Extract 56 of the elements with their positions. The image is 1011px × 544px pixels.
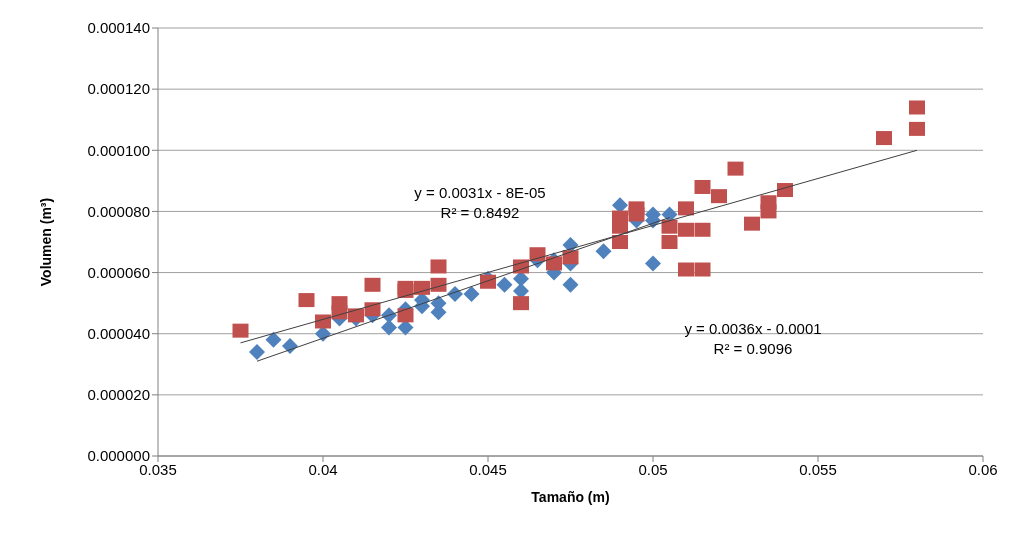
y-tick-label: 0.000080 bbox=[87, 202, 150, 220]
point bbox=[760, 204, 777, 219]
point bbox=[414, 280, 430, 295]
y-tick-label: 0.000060 bbox=[87, 263, 150, 281]
point bbox=[909, 100, 925, 115]
x-tick-label: 0.06 bbox=[968, 460, 998, 478]
point bbox=[381, 319, 397, 336]
point bbox=[876, 131, 892, 146]
point bbox=[513, 296, 529, 311]
point bbox=[546, 256, 562, 271]
point bbox=[628, 207, 645, 222]
point bbox=[463, 285, 480, 302]
point bbox=[249, 344, 265, 361]
x-tick-label: 0.04 bbox=[308, 460, 338, 478]
point bbox=[661, 219, 678, 234]
point bbox=[430, 259, 447, 274]
point bbox=[496, 276, 513, 293]
point bbox=[694, 262, 711, 277]
point bbox=[711, 189, 727, 204]
y-tick-label: 0.000120 bbox=[87, 80, 150, 98]
point bbox=[744, 216, 760, 231]
point bbox=[694, 179, 711, 194]
annotation: R² = 0.9096 bbox=[713, 340, 793, 357]
point bbox=[562, 250, 579, 265]
point bbox=[562, 276, 579, 293]
point bbox=[694, 222, 711, 237]
y-tick-label: 0.000040 bbox=[87, 325, 150, 343]
y-axis-title: Volumen (m³) bbox=[37, 197, 54, 287]
x-tick-label: 0.045 bbox=[469, 460, 507, 478]
point bbox=[364, 277, 381, 292]
y-tick-label: 0.000020 bbox=[87, 386, 150, 404]
point bbox=[727, 161, 744, 176]
point bbox=[397, 308, 414, 323]
y-tick-label: 0.000140 bbox=[87, 19, 150, 37]
point bbox=[298, 293, 315, 308]
x-tick-label: 0.05 bbox=[638, 460, 668, 478]
point bbox=[595, 243, 612, 260]
x-tick-label: 0.055 bbox=[799, 460, 837, 478]
point bbox=[645, 255, 661, 272]
point bbox=[331, 305, 348, 320]
annotation: y = 0.0031x - 8E-05 bbox=[414, 184, 546, 201]
point bbox=[678, 222, 694, 237]
point bbox=[678, 201, 694, 216]
annotation: R² = 0.8492 bbox=[440, 204, 520, 221]
point bbox=[315, 314, 331, 329]
point bbox=[265, 331, 282, 348]
point bbox=[430, 277, 447, 292]
y-tick-label: 0.000100 bbox=[87, 141, 150, 159]
point bbox=[661, 235, 678, 249]
annotation: y = 0.0036x - 0.0001 bbox=[684, 320, 822, 337]
x-axis-title: Tamaño (m) bbox=[531, 489, 610, 505]
point bbox=[232, 323, 249, 338]
point bbox=[909, 121, 925, 136]
point bbox=[678, 262, 694, 277]
point bbox=[348, 308, 364, 323]
point bbox=[612, 235, 628, 249]
